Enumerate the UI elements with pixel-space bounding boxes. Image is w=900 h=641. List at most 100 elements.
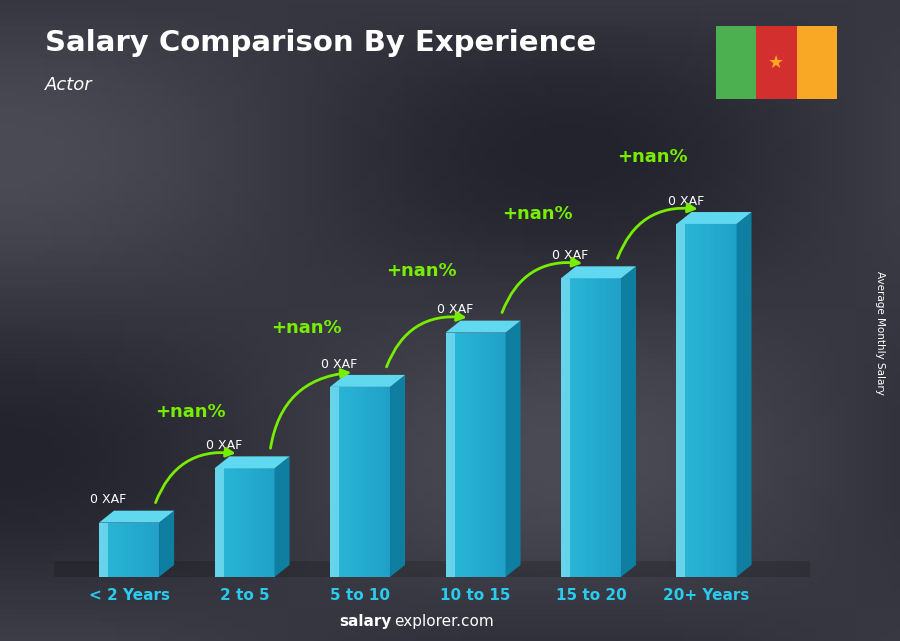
Polygon shape bbox=[145, 522, 147, 577]
Polygon shape bbox=[721, 224, 723, 577]
Polygon shape bbox=[491, 333, 493, 577]
Polygon shape bbox=[348, 387, 350, 577]
Polygon shape bbox=[734, 224, 736, 577]
Polygon shape bbox=[143, 522, 145, 577]
Polygon shape bbox=[723, 224, 724, 577]
Polygon shape bbox=[593, 278, 595, 577]
Polygon shape bbox=[382, 387, 384, 577]
Polygon shape bbox=[597, 278, 599, 577]
Polygon shape bbox=[589, 278, 591, 577]
Polygon shape bbox=[567, 278, 569, 577]
Polygon shape bbox=[340, 387, 342, 577]
Bar bbox=[756, 26, 796, 99]
Polygon shape bbox=[705, 224, 706, 577]
Text: +nan%: +nan% bbox=[502, 205, 572, 223]
Polygon shape bbox=[240, 469, 243, 577]
Polygon shape bbox=[695, 224, 697, 577]
Polygon shape bbox=[713, 224, 715, 577]
Polygon shape bbox=[222, 469, 224, 577]
Text: Actor: Actor bbox=[45, 76, 93, 94]
Polygon shape bbox=[449, 333, 452, 577]
Polygon shape bbox=[229, 469, 230, 577]
Polygon shape bbox=[330, 387, 339, 577]
Polygon shape bbox=[122, 522, 123, 577]
Polygon shape bbox=[354, 387, 356, 577]
Polygon shape bbox=[493, 333, 496, 577]
Polygon shape bbox=[561, 278, 570, 577]
Polygon shape bbox=[569, 278, 571, 577]
Text: 0 XAF: 0 XAF bbox=[668, 195, 704, 208]
Polygon shape bbox=[137, 522, 139, 577]
Polygon shape bbox=[263, 469, 265, 577]
Polygon shape bbox=[214, 469, 217, 577]
Polygon shape bbox=[724, 224, 726, 577]
Polygon shape bbox=[454, 333, 455, 577]
Polygon shape bbox=[149, 522, 151, 577]
Polygon shape bbox=[265, 469, 266, 577]
Polygon shape bbox=[360, 387, 362, 577]
Polygon shape bbox=[158, 522, 159, 577]
Polygon shape bbox=[358, 387, 360, 577]
Polygon shape bbox=[703, 224, 705, 577]
Polygon shape bbox=[153, 522, 155, 577]
Polygon shape bbox=[214, 469, 223, 577]
Polygon shape bbox=[113, 522, 115, 577]
Polygon shape bbox=[682, 224, 685, 577]
Polygon shape bbox=[334, 387, 336, 577]
Polygon shape bbox=[123, 522, 125, 577]
Polygon shape bbox=[330, 387, 332, 577]
Polygon shape bbox=[346, 387, 348, 577]
Polygon shape bbox=[591, 278, 593, 577]
Polygon shape bbox=[601, 278, 603, 577]
Polygon shape bbox=[390, 375, 405, 577]
Polygon shape bbox=[501, 333, 504, 577]
Polygon shape bbox=[573, 278, 575, 577]
Polygon shape bbox=[677, 224, 686, 577]
Polygon shape bbox=[485, 333, 488, 577]
Polygon shape bbox=[384, 387, 386, 577]
Polygon shape bbox=[261, 469, 263, 577]
Polygon shape bbox=[338, 387, 340, 577]
Polygon shape bbox=[386, 387, 388, 577]
Text: salary: salary bbox=[339, 615, 392, 629]
Polygon shape bbox=[467, 333, 470, 577]
Polygon shape bbox=[447, 333, 449, 577]
Polygon shape bbox=[603, 278, 605, 577]
Polygon shape bbox=[366, 387, 368, 577]
Polygon shape bbox=[266, 469, 268, 577]
Polygon shape bbox=[103, 522, 105, 577]
Text: explorer.com: explorer.com bbox=[394, 615, 494, 629]
Polygon shape bbox=[581, 278, 583, 577]
Polygon shape bbox=[621, 266, 636, 577]
Polygon shape bbox=[455, 333, 457, 577]
Polygon shape bbox=[605, 278, 607, 577]
Polygon shape bbox=[688, 224, 690, 577]
Polygon shape bbox=[504, 333, 506, 577]
Text: 0 XAF: 0 XAF bbox=[205, 439, 242, 452]
Polygon shape bbox=[131, 522, 133, 577]
Text: +nan%: +nan% bbox=[271, 319, 342, 337]
Polygon shape bbox=[687, 224, 688, 577]
Polygon shape bbox=[54, 561, 810, 577]
Polygon shape bbox=[247, 469, 248, 577]
Polygon shape bbox=[563, 278, 565, 577]
Polygon shape bbox=[274, 456, 290, 577]
Polygon shape bbox=[214, 456, 290, 469]
Polygon shape bbox=[464, 333, 465, 577]
Polygon shape bbox=[99, 522, 101, 577]
Polygon shape bbox=[613, 278, 615, 577]
Text: 0 XAF: 0 XAF bbox=[436, 303, 472, 316]
Polygon shape bbox=[473, 333, 475, 577]
Polygon shape bbox=[685, 224, 687, 577]
Polygon shape bbox=[352, 387, 354, 577]
Polygon shape bbox=[238, 469, 240, 577]
Polygon shape bbox=[446, 333, 447, 577]
Text: 0 XAF: 0 XAF bbox=[552, 249, 589, 262]
Polygon shape bbox=[718, 224, 721, 577]
Polygon shape bbox=[350, 387, 352, 577]
Polygon shape bbox=[258, 469, 261, 577]
Polygon shape bbox=[129, 522, 131, 577]
Polygon shape bbox=[99, 511, 174, 522]
Polygon shape bbox=[470, 333, 472, 577]
Polygon shape bbox=[615, 278, 617, 577]
